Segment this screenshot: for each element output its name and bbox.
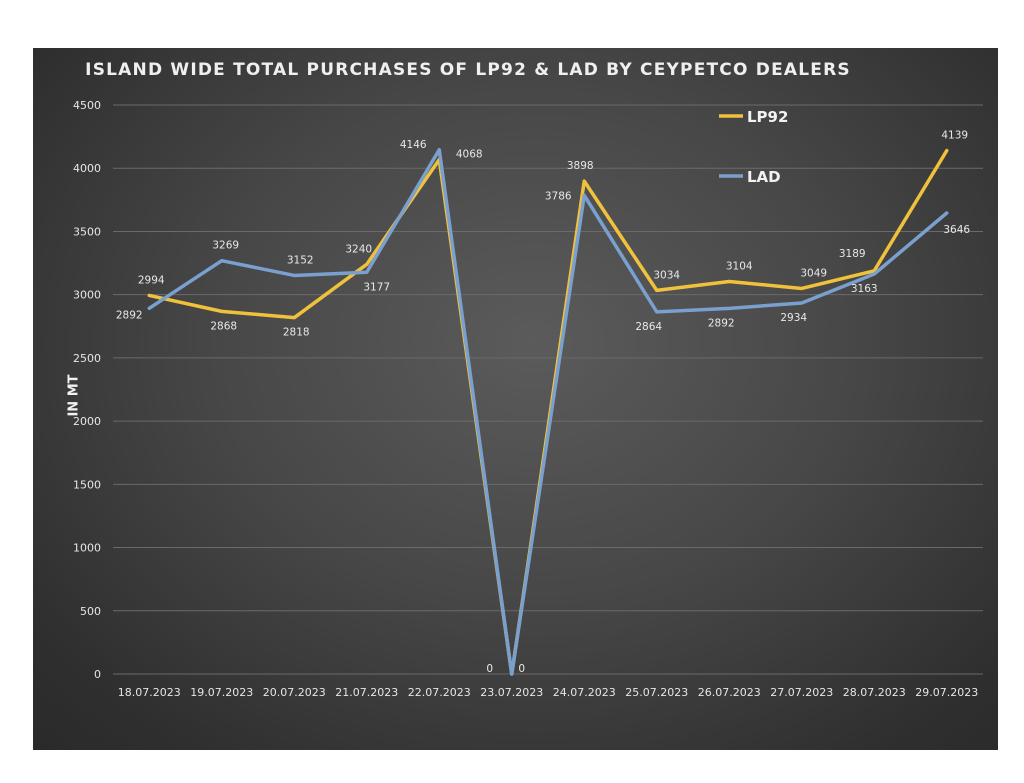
x-tick-label: 19.07.2023: [190, 686, 253, 699]
data-label-lad: 3152: [287, 254, 314, 266]
data-label-lad: 2864: [635, 321, 662, 333]
data-label-lp92: 3240: [345, 243, 372, 255]
y-tick-label: 2500: [73, 352, 101, 365]
x-tick-label: 27.07.2023: [770, 686, 833, 699]
data-label-lp92: 0: [486, 663, 493, 675]
data-label-lp92: 3104: [726, 261, 753, 273]
data-label-lad: 2934: [780, 312, 807, 324]
series-line-lad: [147, 148, 949, 676]
data-label-lp92: 2818: [283, 327, 310, 339]
x-tick-label: 20.07.2023: [263, 686, 326, 699]
data-label-lad: 0: [518, 663, 525, 675]
y-tick-label: 4000: [73, 162, 101, 175]
x-tick-label: 23.07.2023: [480, 686, 543, 699]
chart-title: ISLAND WIDE TOTAL PURCHASES OF LP92 & LA…: [85, 60, 851, 80]
y-tick-label: 3000: [73, 289, 101, 302]
data-label-lp92: 4068: [456, 149, 483, 161]
data-label-lad: 3786: [545, 190, 572, 202]
data-label-lp92: 3034: [653, 269, 680, 281]
x-tick-label: 21.07.2023: [335, 686, 398, 699]
x-tick-label: 25.07.2023: [625, 686, 688, 699]
data-label-lad: 4146: [400, 139, 427, 151]
chart-panel: ISLAND WIDE TOTAL PURCHASES OF LP92 & LA…: [33, 48, 998, 750]
data-label-lp92: 2868: [210, 320, 237, 332]
data-label-lad: 2892: [708, 317, 735, 329]
data-label-lad: 3163: [851, 283, 878, 295]
data-label-lp92: 3898: [567, 160, 594, 172]
data-label-lp92: 3049: [800, 267, 827, 279]
y-tick-label: 3500: [73, 225, 101, 238]
data-label-lp92: 4139: [941, 130, 968, 142]
y-tick-label: 1000: [73, 542, 101, 555]
x-tick-label: 24.07.2023: [553, 686, 616, 699]
data-label-lad: 2892: [116, 309, 143, 321]
x-tick-label: 18.07.2023: [118, 686, 181, 699]
y-tick-label: 0: [94, 668, 101, 681]
y-tick-label: 1500: [73, 478, 101, 491]
data-label-lad: 3269: [212, 240, 239, 252]
x-tick-label: 22.07.2023: [408, 686, 471, 699]
data-label-lad: 3177: [363, 281, 390, 293]
x-tick-label: 26.07.2023: [698, 686, 761, 699]
data-label-lad: 3646: [943, 224, 970, 236]
legend-label-lad: LAD: [747, 168, 781, 186]
x-tick-label: 29.07.2023: [915, 686, 978, 699]
data-label-lp92: 3189: [839, 248, 866, 260]
data-label-lp92: 2994: [138, 274, 165, 286]
line-chart-svg: 0 500 1000 1500 2000 2500 3000 3500 4000 4500 18.0…: [73, 99, 983, 699]
legend-label-lp92: LP92: [747, 108, 788, 126]
y-tick-label: 4500: [73, 99, 101, 112]
series-line-lp92: [147, 148, 949, 676]
y-tick-label: 2000: [73, 415, 101, 428]
y-tick-label: 500: [80, 605, 101, 618]
x-tick-label: 28.07.2023: [843, 686, 906, 699]
